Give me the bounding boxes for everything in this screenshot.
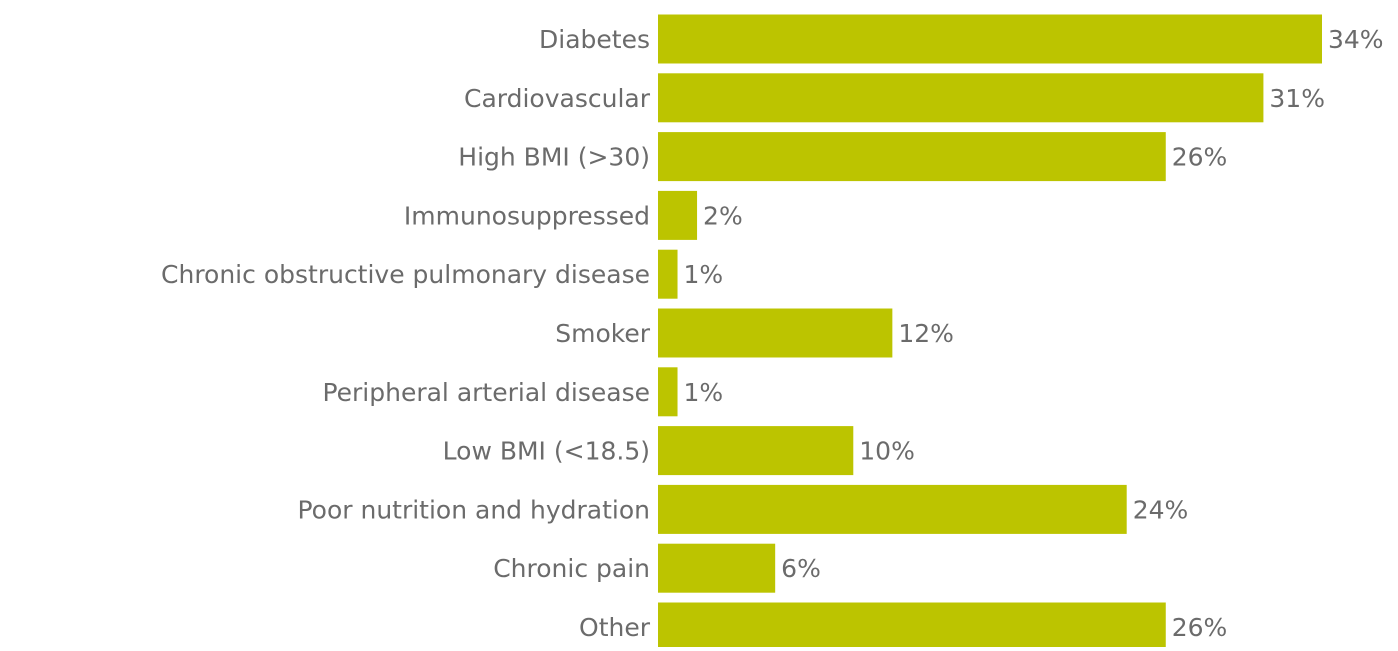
category-label: Diabetes <box>539 25 650 54</box>
value-label: 12% <box>898 319 954 348</box>
bar <box>658 426 854 476</box>
value-label: 24% <box>1133 495 1189 524</box>
category-label: Smoker <box>555 319 650 348</box>
bar <box>658 249 678 299</box>
value-label: 10% <box>859 437 915 466</box>
category-label: Peripheral arterial disease <box>322 378 650 407</box>
category-label: Low BMI (<18.5) <box>443 437 650 466</box>
category-label: Cardiovascular <box>464 84 651 113</box>
bar <box>658 484 1127 534</box>
bar <box>658 132 1166 182</box>
bar <box>658 602 1166 651</box>
value-label: 1% <box>684 378 724 407</box>
value-label: 2% <box>703 201 743 230</box>
category-label: Other <box>579 613 651 642</box>
value-label: 6% <box>781 554 821 583</box>
category-label: Chronic obstructive pulmonary disease <box>161 260 650 289</box>
bar <box>658 14 1322 64</box>
value-label: 26% <box>1172 143 1228 172</box>
value-label: 26% <box>1172 613 1228 642</box>
bar <box>658 73 1264 123</box>
bar <box>658 367 678 417</box>
bar <box>658 543 776 593</box>
value-label: 1% <box>684 260 724 289</box>
bar <box>658 308 893 358</box>
category-label: Poor nutrition and hydration <box>297 495 650 524</box>
category-label: Chronic pain <box>493 554 650 583</box>
value-label: 34% <box>1328 25 1384 54</box>
value-label: 31% <box>1269 84 1325 113</box>
bar <box>658 190 698 240</box>
category-label: Immunosuppressed <box>404 201 650 230</box>
category-label: High BMI (>30) <box>458 143 650 172</box>
